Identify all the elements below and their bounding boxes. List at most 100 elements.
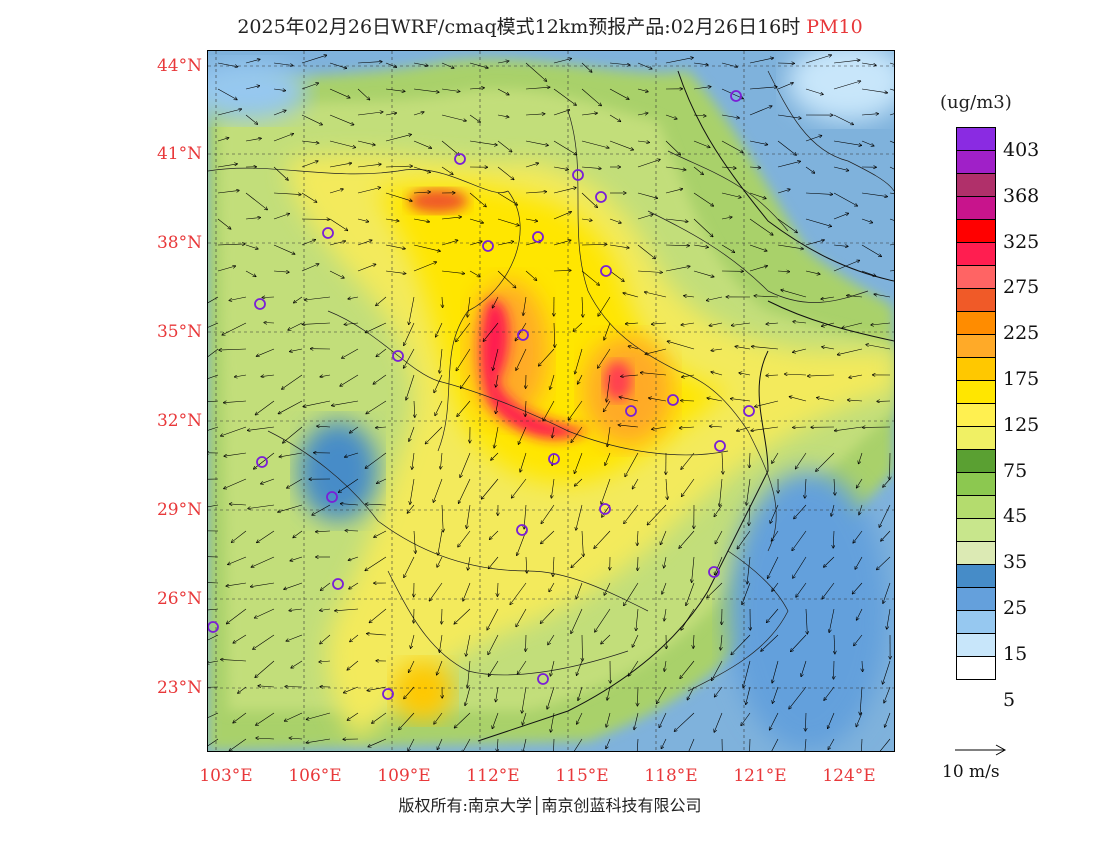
- wind-arrow: [366, 504, 387, 505]
- legend-swatch: [956, 587, 996, 610]
- wind-arrow: [781, 290, 807, 298]
- wind-arrow: [553, 59, 571, 64]
- wind-arrow: [273, 244, 295, 254]
- wind-arrow: [469, 62, 488, 68]
- wind-arrow: [497, 140, 512, 152]
- station-marker: [537, 673, 549, 685]
- wind-arrow: [306, 712, 331, 720]
- wind-arrow: [796, 452, 807, 469]
- wind-arrow: [413, 192, 430, 193]
- wind-arrow: [348, 556, 359, 560]
- wind-arrow: [805, 712, 806, 731]
- wind-arrow: [666, 478, 667, 499]
- wind-arrow: [884, 686, 891, 703]
- legend-swatch: [956, 334, 996, 357]
- station-marker: [599, 503, 611, 515]
- wind-arrow: [553, 556, 554, 576]
- wind-arrow: [749, 266, 767, 272]
- wind-arrow: [571, 608, 583, 633]
- lon-label: 103°E: [199, 766, 253, 786]
- wind-arrow: [772, 686, 779, 703]
- wind-arrow: [605, 452, 611, 465]
- station-marker: [532, 231, 544, 243]
- wind-arrow: [581, 192, 597, 207]
- wind-arrow: [881, 530, 891, 541]
- wind-arrow: [609, 114, 621, 122]
- wind-arrow: [329, 218, 348, 231]
- wind-arrow: [837, 348, 863, 355]
- legend-label: 225: [1003, 322, 1040, 345]
- pollutant-label: PM10: [806, 16, 863, 38]
- legend-swatch: [956, 472, 996, 495]
- wind-arrow: [860, 686, 863, 715]
- copyright-text: 版权所有:南京大学│南京创蓝科技有限公司: [398, 796, 702, 815]
- wind-arrow: [715, 686, 723, 697]
- wind-arrow: [526, 634, 527, 651]
- wind-arrow: [467, 660, 471, 688]
- wind-arrow: [665, 218, 688, 222]
- wind-arrow: [853, 530, 863, 543]
- wind-arrow: [609, 270, 624, 281]
- wind-arrow: [320, 375, 331, 377]
- wind-arrow: [805, 193, 833, 194]
- wind-arrow: [662, 582, 667, 594]
- wind-arrow: [594, 530, 611, 548]
- wind-arrow: [345, 531, 359, 532]
- wind-arrow: [301, 114, 322, 125]
- wind-arrow: [715, 556, 723, 575]
- wind-arrow: [879, 738, 891, 751]
- wind-arrow: [256, 348, 275, 356]
- wind-arrow: [660, 530, 667, 545]
- station-marker: [572, 169, 584, 181]
- wind-arrow: [721, 217, 732, 219]
- wind-arrow: [805, 55, 831, 64]
- legend-swatch: [956, 380, 996, 403]
- wind-arrow: [258, 686, 275, 687]
- wind-arrow: [772, 452, 779, 463]
- wind-arrow: [817, 398, 835, 402]
- wind-arrow: [824, 686, 835, 700]
- legend-label: 325: [1003, 230, 1040, 253]
- wind-arrow: [441, 166, 453, 174]
- wind-arrow: [319, 661, 331, 662]
- wind-arrow: [229, 504, 247, 505]
- wind-arrow: [369, 608, 387, 623]
- wind-arrow: [628, 346, 639, 350]
- wind-arrow: [861, 114, 878, 115]
- wind-arrow: [889, 244, 894, 246]
- wind-arrow: [409, 296, 415, 325]
- wind-arrow: [636, 608, 639, 631]
- wind-arrow: [607, 374, 611, 402]
- basin-low-zone: [298, 421, 378, 521]
- wind-arrow: [794, 504, 807, 519]
- wind-arrow: [847, 295, 863, 297]
- wind-arrow: [525, 140, 548, 145]
- wind-arrow: [320, 634, 331, 644]
- wind-arrow: [433, 478, 443, 502]
- wind-arrow: [497, 114, 509, 117]
- wind-arrow: [861, 140, 874, 146]
- wind-arrow: [208, 504, 219, 508]
- legend-swatch: [956, 219, 996, 242]
- wind-arrow: [552, 426, 554, 438]
- wind-arrow: [861, 62, 876, 65]
- wind-arrow: [301, 83, 318, 90]
- wind-arrow: [749, 167, 761, 168]
- wind-arrow: [693, 634, 694, 648]
- wind-arrow: [232, 530, 247, 542]
- wind-arrow: [741, 712, 751, 726]
- wind-arrow: [221, 426, 247, 436]
- wind-arrow: [290, 348, 303, 352]
- wind-arrow: [574, 452, 583, 473]
- wind-arrow: [515, 322, 527, 341]
- wind-arrow: [290, 556, 303, 561]
- wind-arrow: [404, 322, 415, 345]
- wind-arrow: [454, 608, 471, 624]
- wind-arrow: [229, 296, 247, 301]
- wind-arrow: [742, 582, 751, 605]
- wind-arrow: [435, 400, 443, 416]
- wind-arrow: [890, 452, 891, 480]
- wind-arrow: [516, 608, 527, 627]
- wind-arrow: [686, 582, 695, 606]
- wind-arrow: [217, 138, 229, 142]
